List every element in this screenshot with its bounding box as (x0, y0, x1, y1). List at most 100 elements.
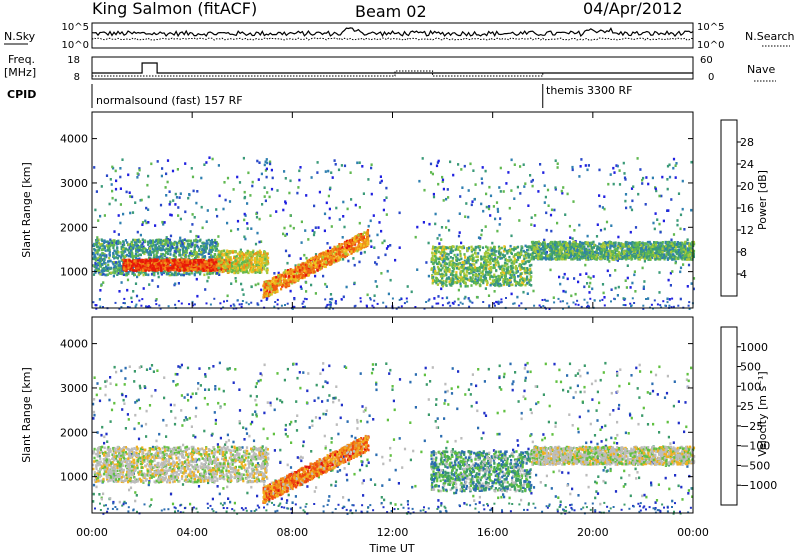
heatmap-cell (616, 164, 619, 168)
heatmap-cell (460, 257, 463, 261)
freq-label-line1: Freq. (8, 53, 35, 66)
heatmap-cell (226, 261, 229, 265)
heatmap-cell (477, 236, 481, 239)
heatmap-cell (251, 270, 254, 274)
heatmap-cell (341, 245, 344, 249)
heatmap-cell (245, 267, 248, 271)
heatmap-cell (439, 281, 442, 285)
heatmap-cell (208, 244, 211, 247)
heatmap-cell (487, 207, 491, 211)
heatmap-cell (145, 206, 148, 210)
heatmap-cell (156, 262, 159, 266)
heatmap-cell (599, 228, 603, 232)
heatmap-cell (601, 283, 605, 286)
heatmap-cell (166, 238, 170, 241)
heatmap-cell (94, 259, 97, 262)
heatmap-cell (253, 265, 256, 268)
heatmap-cell (201, 248, 204, 251)
heatmap-cell (339, 258, 342, 261)
heatmap-cell (145, 264, 148, 267)
heatmap-cell (566, 277, 569, 281)
heatmap-cell (98, 298, 101, 301)
heatmap-cell (226, 269, 229, 273)
heatmap-cell (141, 242, 144, 245)
heatmap-cell (515, 258, 518, 262)
heatmap-cell (383, 199, 386, 202)
heatmap-cell (615, 164, 618, 167)
heatmap-cell (445, 197, 448, 201)
heatmap-cell (282, 232, 285, 236)
heatmap-cell (203, 255, 206, 258)
heatmap-cell (248, 255, 251, 258)
heatmap-cell (191, 269, 194, 272)
heatmap-cell (183, 258, 186, 261)
heatmap-cell (149, 258, 152, 261)
heatmap-cell (515, 271, 518, 275)
heatmap-cell (437, 267, 440, 270)
heatmap-cell (326, 249, 330, 253)
heatmap-cell (349, 171, 352, 174)
heatmap-cell (120, 250, 123, 254)
heatmap-cell (161, 167, 164, 170)
heatmap-cell (434, 280, 437, 283)
heatmap-cell (107, 260, 110, 263)
heatmap-cell (486, 259, 489, 262)
heatmap-cell (336, 253, 339, 256)
heatmap-cell (641, 178, 644, 182)
heatmap-cell (444, 268, 447, 272)
noise-search-series (91, 37, 694, 41)
heatmap-cell (107, 263, 110, 267)
heatmap-cell (523, 269, 526, 272)
heatmap-cell (174, 255, 177, 259)
heatmap-cell (173, 252, 176, 255)
heatmap-cell (441, 180, 444, 183)
heatmap-cell (314, 226, 317, 229)
heatmap-cell (246, 202, 249, 205)
heatmap-cell (333, 252, 336, 255)
heatmap-cell (208, 263, 211, 267)
heatmap-cell (96, 236, 99, 239)
heatmap-cell (144, 269, 147, 272)
cpid-segment-1: normalsound (fast) 157 RF (96, 94, 243, 107)
heatmap-cell (509, 267, 513, 271)
heatmap-cell (197, 267, 200, 270)
heatmap-cell (119, 264, 122, 267)
heatmap-cell (559, 282, 562, 286)
heatmap-cell (451, 282, 454, 286)
heatmap-cell (513, 197, 516, 200)
heatmap-cell (258, 259, 261, 262)
heatmap-cell (494, 263, 497, 267)
heatmap-cell (338, 256, 341, 259)
heatmap-cell (186, 263, 189, 266)
heatmap-cell (155, 249, 158, 253)
heatmap-cell (430, 171, 433, 174)
heatmap-cell (133, 263, 136, 266)
heatmap-cell (139, 245, 142, 249)
heatmap-cell (586, 168, 589, 172)
heatmap-cell (436, 265, 440, 269)
heatmap-cell (269, 162, 272, 166)
heatmap-cell (147, 195, 150, 199)
heatmap-cell (254, 271, 257, 274)
heatmap-cell (298, 169, 301, 173)
heatmap-cell (160, 174, 163, 178)
heatmap-cell (353, 281, 356, 285)
freq-label-line2: [MHz] (4, 66, 36, 79)
heatmap-cell (193, 248, 196, 251)
heatmap-cell (186, 259, 190, 262)
heatmap-cell (145, 273, 148, 276)
heatmap-cell (113, 256, 116, 260)
heatmap-cell (134, 247, 137, 251)
heatmap-cell (421, 157, 424, 160)
heatmap-cell (444, 255, 447, 259)
heatmap-cell (107, 269, 110, 272)
heatmap-cell (149, 241, 152, 245)
heatmap-cell (510, 189, 513, 192)
heatmap-cell (165, 250, 168, 254)
heatmap-cell (314, 292, 317, 295)
heatmap-cell (122, 248, 125, 251)
heatmap-cell (174, 282, 177, 286)
heatmap-cell (112, 271, 115, 274)
heatmap-cell (502, 190, 505, 193)
heatmap-cell (133, 240, 137, 244)
